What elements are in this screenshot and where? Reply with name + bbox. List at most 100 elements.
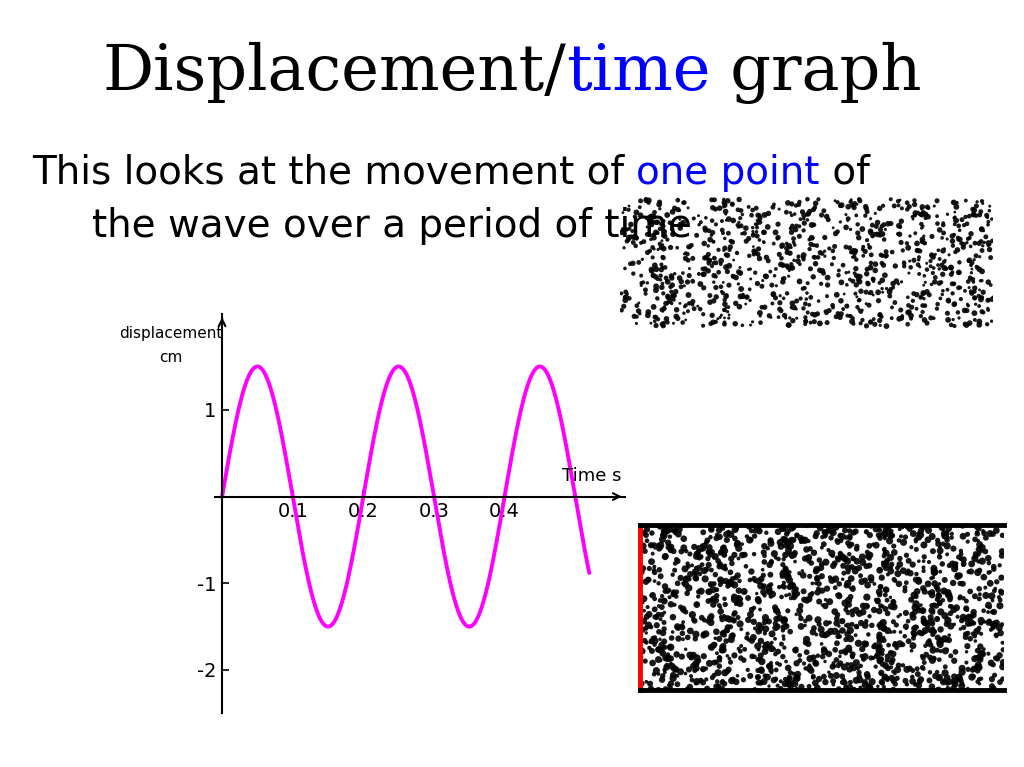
Point (919, 264, 935, 276)
Point (771, 203, 787, 216)
Point (843, 310, 859, 322)
Point (731, 592, 748, 604)
Point (653, 281, 670, 294)
Point (685, 295, 701, 308)
Point (987, 582, 1004, 594)
Point (946, 218, 963, 230)
Point (653, 242, 670, 254)
Point (894, 312, 910, 324)
Point (850, 227, 866, 239)
Point (936, 528, 952, 540)
Point (976, 236, 992, 249)
Point (729, 569, 745, 581)
Point (798, 315, 814, 328)
Point (784, 580, 801, 592)
Point (715, 545, 731, 558)
Point (821, 242, 838, 255)
Point (726, 591, 742, 603)
Point (756, 586, 772, 598)
Point (626, 310, 642, 322)
Point (874, 658, 891, 670)
Point (932, 541, 948, 553)
Point (862, 287, 879, 299)
Point (792, 258, 808, 270)
Point (731, 584, 748, 597)
Point (980, 647, 996, 660)
Point (918, 208, 934, 220)
Point (944, 287, 961, 299)
Point (786, 239, 803, 251)
Point (926, 599, 942, 611)
Point (842, 663, 858, 676)
Point (678, 314, 694, 326)
Point (933, 276, 949, 288)
Point (663, 292, 679, 304)
Point (714, 682, 730, 694)
Point (750, 215, 766, 227)
Point (641, 608, 657, 621)
Point (783, 534, 800, 546)
Point (822, 625, 839, 637)
Point (868, 523, 885, 535)
Point (914, 604, 931, 617)
Point (754, 656, 770, 668)
Point (951, 233, 968, 245)
Point (885, 616, 901, 628)
Point (653, 601, 670, 613)
Point (703, 229, 720, 242)
Point (964, 257, 980, 269)
Point (656, 635, 673, 647)
Point (882, 535, 898, 547)
Point (690, 591, 707, 603)
Point (915, 292, 932, 304)
Point (895, 659, 911, 671)
Point (731, 193, 748, 206)
Point (773, 638, 790, 650)
Point (670, 528, 686, 540)
Point (874, 228, 891, 240)
Point (947, 561, 964, 573)
Point (768, 613, 784, 625)
Point (821, 648, 838, 660)
Point (909, 585, 926, 597)
Point (973, 673, 989, 685)
Point (814, 570, 830, 582)
Point (712, 560, 728, 572)
Point (843, 196, 859, 208)
Point (694, 544, 711, 556)
Point (929, 666, 945, 678)
Point (799, 214, 815, 226)
Point (665, 568, 681, 581)
Point (669, 663, 685, 676)
Point (924, 249, 940, 262)
Point (684, 674, 700, 686)
Point (958, 613, 975, 625)
Point (721, 279, 737, 291)
Point (655, 215, 672, 227)
Point (904, 295, 921, 307)
Point (685, 660, 701, 672)
Point (838, 209, 854, 221)
Point (788, 643, 805, 655)
Point (824, 550, 841, 562)
Point (851, 670, 867, 683)
Point (706, 578, 722, 590)
Point (859, 234, 876, 246)
Point (722, 241, 738, 253)
Point (870, 620, 887, 632)
Point (707, 252, 723, 265)
Point (712, 651, 728, 663)
Point (846, 251, 862, 263)
Point (829, 196, 846, 209)
Point (635, 276, 651, 288)
Point (721, 312, 737, 324)
Point (734, 291, 751, 303)
Point (831, 529, 848, 542)
Point (849, 198, 865, 210)
Point (983, 657, 999, 669)
Point (715, 542, 731, 555)
Point (642, 677, 658, 690)
Point (705, 316, 721, 328)
Point (796, 224, 812, 236)
Point (883, 217, 899, 229)
